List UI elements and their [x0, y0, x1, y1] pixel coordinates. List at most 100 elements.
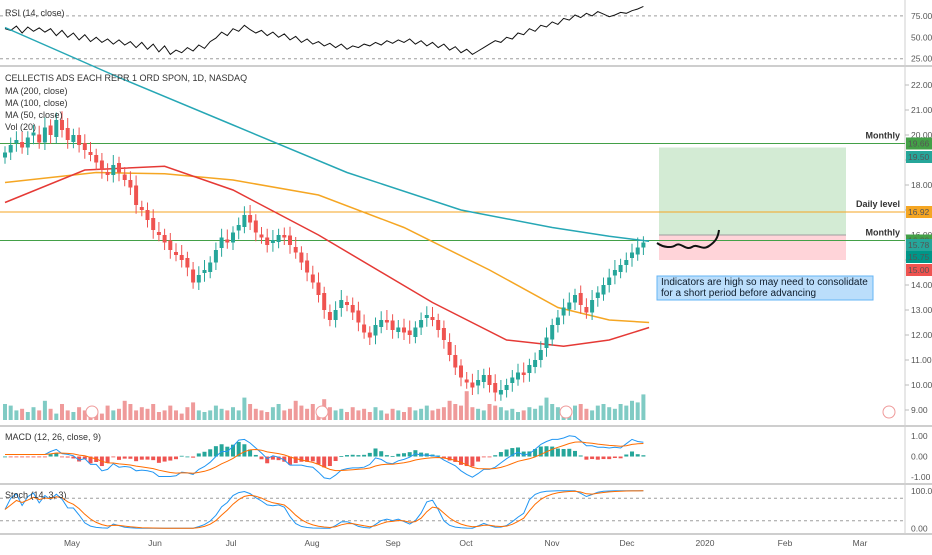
- volume-bar: [521, 410, 526, 420]
- candle-body: [607, 277, 612, 285]
- macd-histogram-bar: [282, 456, 287, 462]
- annotation-text: Indicators are high so may need to conso…: [661, 277, 868, 299]
- volume-bar: [111, 410, 116, 420]
- macd-histogram-bar: [14, 456, 19, 458]
- volume-bar: [293, 400, 298, 420]
- macd-histogram-bar: [390, 455, 395, 457]
- price-tick-label: 13.00: [911, 305, 932, 315]
- candle-body: [510, 377, 515, 383]
- candle-body: [117, 163, 121, 173]
- earnings-icon[interactable]: [85, 405, 99, 419]
- macd-histogram-bar: [105, 456, 110, 463]
- volume-bar: [504, 410, 509, 420]
- volume-bar: [77, 407, 82, 420]
- candle-body: [310, 274, 315, 283]
- macd-histogram-bar: [174, 456, 178, 460]
- macd-histogram-bar: [179, 455, 184, 457]
- earnings-icon[interactable]: [559, 405, 573, 419]
- candle-body: [612, 270, 617, 276]
- candle-body: [413, 327, 418, 337]
- macd-histogram-bar: [248, 449, 253, 457]
- volume-bar: [607, 407, 612, 420]
- macd-histogram-bar: [208, 449, 213, 457]
- rsi-pane: 75.00 50.00 25.00: [0, 5, 932, 64]
- level-badge-text: 16.92: [908, 207, 930, 217]
- candle-body: [242, 215, 247, 227]
- macd-histogram-bar: [464, 456, 469, 467]
- candle-body: [202, 270, 207, 273]
- long-position-tool[interactable]: [659, 147, 846, 261]
- candle-body: [71, 135, 76, 142]
- macd-histogram-bar: [236, 441, 241, 457]
- volume-bar: [42, 400, 47, 420]
- volume-bar: [54, 413, 59, 420]
- volume-bar: [498, 407, 503, 420]
- candle-body: [533, 360, 538, 367]
- volume-bar: [430, 410, 435, 420]
- macd-histogram-bar: [60, 456, 64, 458]
- level-badge-text: 19.66: [908, 139, 930, 149]
- volume-bar: [493, 405, 498, 420]
- macd-histogram-bar: [630, 451, 634, 457]
- macd-histogram-bar: [3, 456, 7, 458]
- macd-histogram-bar: [373, 448, 378, 457]
- stoch-tick-label: 0.00: [911, 523, 928, 533]
- candle-body: [139, 207, 144, 210]
- rsi-tick-label: 50.00: [911, 32, 932, 42]
- macd-histogram-bar: [71, 456, 76, 459]
- volume-bar: [117, 408, 121, 420]
- macd-histogram-bar: [42, 456, 47, 458]
- ma100-line: [4, 171, 650, 324]
- candle-body: [282, 235, 287, 238]
- time-tick-label: May: [64, 538, 81, 548]
- candle-body: [504, 385, 509, 390]
- candle-body: [578, 293, 583, 305]
- macd-histogram-bar: [590, 456, 595, 460]
- volume-bar: [516, 412, 520, 420]
- candle-body: [561, 307, 566, 316]
- candle-body: [441, 328, 446, 340]
- time-tick-label: Sep: [385, 538, 400, 548]
- macd-line: [5, 435, 644, 480]
- macd-histogram-bar: [316, 456, 321, 465]
- candle-body: [305, 260, 310, 273]
- annotation-callout[interactable]: Indicators are high so may need to conso…: [656, 275, 874, 301]
- candle-body: [236, 225, 241, 231]
- candle-body: [185, 258, 190, 268]
- price-tick-label: 11.00: [911, 355, 932, 365]
- candle-body: [476, 380, 481, 386]
- macd-histogram-bar: [607, 456, 612, 460]
- volume-bar: [122, 400, 127, 420]
- candle-body: [99, 160, 104, 170]
- candle-body: [487, 375, 492, 385]
- macd-histogram-bar: [419, 452, 424, 457]
- earnings-icon[interactable]: [882, 405, 896, 419]
- macd-histogram-bar: [362, 454, 367, 457]
- volume-bar: [470, 407, 475, 420]
- volume-bar: [436, 408, 441, 420]
- candle-body: [248, 215, 253, 223]
- macd-histogram-bar: [265, 456, 270, 464]
- macd-histogram-bar: [641, 455, 646, 457]
- candle-body: [213, 250, 218, 263]
- volume-bar: [248, 404, 253, 420]
- candle-body: [270, 240, 275, 243]
- volume-bar: [333, 410, 338, 420]
- candle-body: [345, 302, 349, 305]
- earnings-icon[interactable]: [315, 405, 329, 419]
- macd-histogram-bar: [122, 456, 127, 459]
- volume-bar: [310, 404, 315, 420]
- candle-body: [430, 317, 435, 320]
- candle-body: [174, 252, 178, 255]
- macd-histogram-bar: [213, 446, 218, 457]
- stoch-pane: 100.00 0.00: [0, 486, 932, 533]
- candle-body: [550, 325, 555, 340]
- macd-histogram-bar: [145, 456, 150, 460]
- earnings-markers: [85, 405, 896, 419]
- candle-body: [527, 365, 532, 373]
- volume-bar: [339, 408, 344, 420]
- candle-body: [481, 375, 486, 382]
- candle-body: [134, 185, 139, 205]
- volume-bar: [37, 410, 42, 420]
